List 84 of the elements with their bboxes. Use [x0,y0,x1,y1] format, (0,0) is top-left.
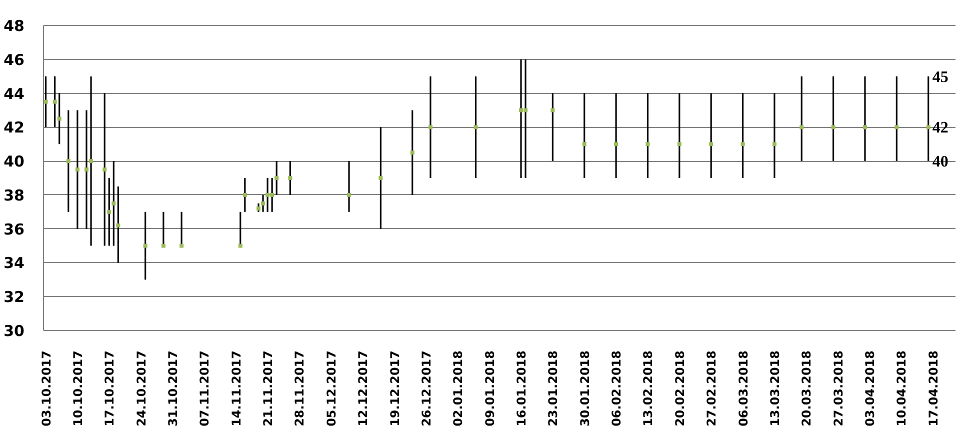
point [143,244,148,248]
point [57,116,62,121]
point [161,244,166,248]
point [270,192,274,197]
x-tick-label: 06.02.2018 [610,350,624,426]
point [112,201,116,206]
x-tick-label: 02.01.2018 [451,350,466,426]
x-tick-label: 09.01.2018 [482,350,497,426]
x-tick-label: 13.03.2018 [768,350,782,426]
point [180,244,184,248]
point [550,108,555,112]
point [116,223,120,228]
point [524,108,528,112]
x-tick-label: 10.10.2017 [70,350,85,426]
x-tick-label: 20.03.2018 [800,350,814,426]
annotation: 40 [932,154,948,171]
y-tick-label: 32 [4,288,24,306]
point [238,244,242,248]
point [266,192,270,197]
point [261,201,266,206]
point [582,142,586,146]
point [831,125,836,130]
point [614,142,618,146]
y-tick-label: 36 [4,220,24,238]
x-tick-label: 27.03.2018 [831,350,846,426]
x-tick-label: 13.02.2018 [641,350,656,426]
point [709,142,714,146]
point [677,142,682,146]
x-tick-label: 30.01.2018 [578,350,592,426]
point [44,100,48,104]
point [102,168,107,172]
x-tick-label: 21.11.2017 [261,350,276,426]
x-tick-label: 26.12.2017 [419,350,434,426]
x-tick-label: 23.01.2018 [546,350,560,426]
x-tick-label: 17.04.2018 [926,350,940,426]
y-tick-label: 34 [4,254,24,272]
point [800,125,804,130]
point [288,176,292,180]
annotation: 42 [932,120,948,137]
x-tick-label: 31.10.2017 [166,350,180,426]
point [75,168,80,172]
x-tick-label: 03.10.2017 [39,350,54,426]
point [926,125,930,130]
point [519,108,523,112]
point [66,159,70,164]
point [474,125,478,130]
point [772,142,776,146]
x-tick-label: 14.11.2017 [229,350,244,426]
y-tick-label: 46 [4,50,24,69]
point [52,100,57,104]
x-tick-label: 19.12.2017 [388,350,402,426]
point [84,168,88,172]
x-tick-label: 06.03.2018 [736,350,750,426]
x-tick-label: 27.02.2018 [704,350,719,426]
point [107,210,112,214]
x-tick-label: 05.12.2017 [324,350,338,426]
point [242,192,247,197]
point [274,176,279,180]
y-tick-label: 40 [4,152,24,171]
y-tick-label: 42 [4,118,24,137]
point [89,159,94,164]
x-tick-label: 16.01.2018 [514,350,528,426]
x-tick-label: 12.12.2017 [356,350,370,426]
y-tick-label: 30 [4,322,24,340]
x-tick-label: 28.11.2017 [292,350,307,426]
point [862,125,867,130]
x-tick-label: 20.02.2018 [672,350,687,426]
x-tick-label: 07.11.2017 [198,350,212,426]
point [740,142,745,146]
point [428,125,432,130]
point [410,150,414,155]
y-tick-label: 38 [4,186,24,204]
point [378,176,383,180]
y-tick-label: 48 [4,17,24,35]
annotation: 45 [932,68,948,86]
x-tick-label: 24.10.2017 [134,350,148,426]
x-tick-label: 17.10.2017 [102,350,117,426]
y-tick-label: 44 [4,84,24,103]
point [646,142,650,146]
point [347,192,352,197]
x-tick-label: 03.04.2018 [863,350,878,426]
point [256,206,260,210]
point [894,125,899,130]
x-tick-label: 10.04.2018 [894,350,909,426]
